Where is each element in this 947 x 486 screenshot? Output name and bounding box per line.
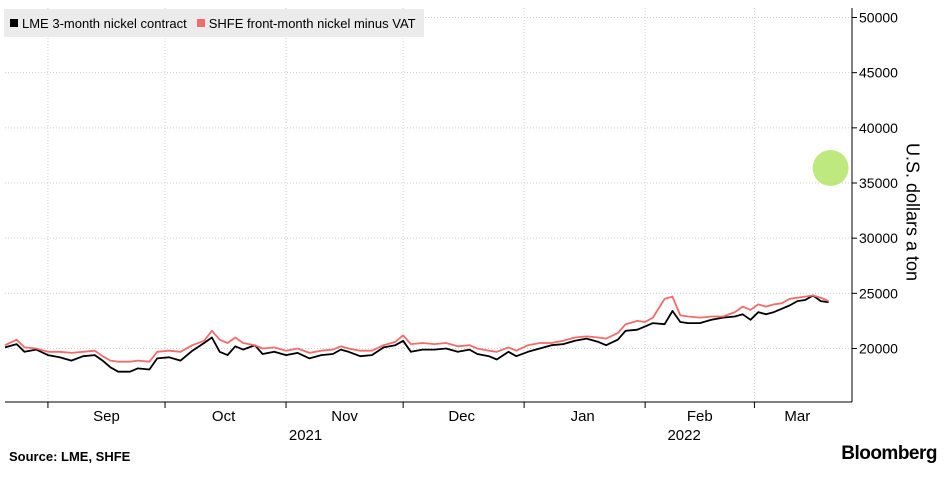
lme-series-line [4, 294, 829, 373]
axes [5, 8, 857, 408]
shfe-swatch [196, 19, 205, 27]
y-tick-label: 45000 [859, 65, 898, 81]
year-label: 2021 [289, 427, 322, 444]
y-tick-label: 20000 [859, 341, 898, 357]
legend-item-shfe: SHFE front-month nickel minus VAT [196, 15, 416, 31]
y-tick-label: 50000 [859, 10, 898, 26]
y-tick-label: 25000 [859, 285, 898, 301]
legend-label-lme: LME 3-month nickel contract [22, 15, 187, 31]
bloomberg-logo: Bloomberg [841, 443, 937, 464]
y-tick-label: 30000 [859, 230, 898, 246]
chart-legend: LME 3-month nickel contract SHFE front-m… [4, 9, 424, 37]
x-tick-label: Sep [93, 408, 120, 425]
axis-labels: 20000 25000 30000 35000 40000 45000 50000 Sep Oc… [93, 10, 898, 445]
source-note: Source: LME, SHFE [9, 449, 131, 464]
x-tick-label: Jan [571, 408, 595, 425]
y-tick-label: 40000 [859, 120, 898, 136]
year-label: 2022 [667, 427, 700, 444]
x-tick-label: Feb [687, 408, 713, 425]
latest-point-highlight [812, 150, 849, 187]
series-lines [4, 150, 849, 373]
shfe-series-line [4, 294, 829, 363]
x-tick-label: Nov [331, 408, 358, 425]
legend-label-shfe: SHFE front-month nickel minus VAT [208, 15, 416, 31]
x-tick-label: Mar [784, 408, 810, 425]
x-tick-label: Dec [448, 408, 475, 425]
y-tick-label: 35000 [859, 175, 898, 191]
legend-item-lme: LME 3-month nickel contract [10, 16, 187, 31]
x-tick-label: Oct [212, 408, 236, 425]
y-axis-title: U.S. dollars a ton [902, 142, 923, 282]
lme-swatch [10, 19, 18, 27]
